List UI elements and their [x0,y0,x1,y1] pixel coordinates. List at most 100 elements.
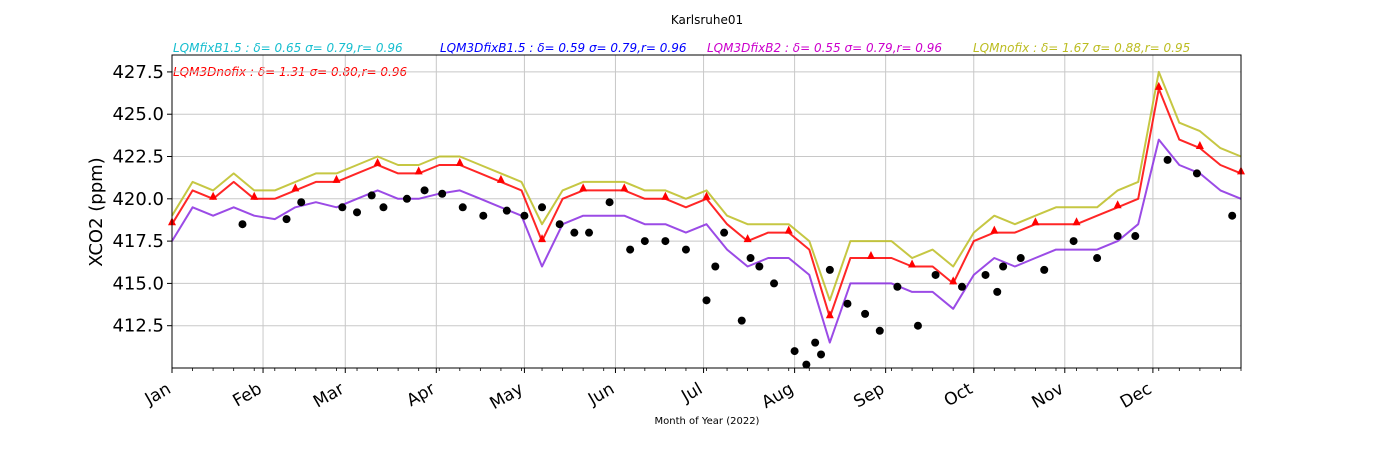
x-tick-label: Aug [758,379,797,413]
y-tick-label: 422.5 [112,147,164,168]
series-marker [1154,81,1163,90]
observation-point [1093,254,1102,263]
observation-point [790,347,799,356]
observation-point [720,228,729,237]
series-marker [209,191,218,200]
y-tick-label: 412.5 [112,316,164,337]
observation-point [402,194,411,203]
observation-point [538,203,547,212]
x-tick-label: Jun [584,379,618,410]
series-marker [784,225,793,234]
legend: LQMfixB1.5 : δ= 0.65 σ= 0.79,r= 0.96 LQM3… [173,41,1190,79]
series-marker [1113,200,1122,209]
observation-point [843,299,852,308]
observation-point [338,203,347,212]
observation-point [1016,254,1025,263]
observation-point [737,316,746,325]
observation-point [999,262,1008,271]
observation-point [931,270,940,279]
series-marker [291,183,300,192]
observation-point [1113,232,1122,241]
observation-point [825,265,834,274]
observation-point [661,237,670,246]
observation-point [297,198,306,207]
x-axis: Jan Feb Mar Apr May Jun Jul Aug Sep Oct Nov Dec [141,368,1242,414]
series-marker [825,310,834,319]
observation-point [555,220,564,229]
observations-layer [238,155,1237,369]
observation-point [1163,155,1172,164]
legend-entry: LQM3DfixB2 : δ= 0.55 σ= 0.79,r= 0.96 [707,41,942,55]
series-marker [496,174,505,183]
observation-point [1040,265,1049,274]
series-marker [414,166,423,175]
series-marker [1195,141,1204,150]
observation-point [520,211,529,220]
observation-point [711,262,720,271]
grid [171,55,1241,368]
observation-point [981,270,990,279]
observation-point [746,254,755,263]
x-tick-label: Nov [1029,379,1068,413]
legend-entry: LQM3DfixB1.5 : δ= 0.59 σ= 0.79,r= 0.96 [440,41,687,55]
x-axis-label: Month of Year (2022) [655,416,760,427]
observation-point [458,203,467,212]
observation-point [702,296,711,305]
y-tick-label: 417.5 [112,231,164,252]
series-marker [908,259,917,268]
observation-point [570,228,579,237]
series-marker [579,183,588,192]
y-tick-label: 427.5 [112,62,164,83]
observation-point [913,321,922,330]
observation-point [1131,232,1140,241]
observation-point [420,186,429,195]
series-marker [620,183,629,192]
observation-point [802,360,811,369]
observation-point [282,215,291,224]
series-line-lqm3dfixb2 [171,138,1242,344]
chart-title: Karlsruhe01 [671,13,743,27]
series-marker [949,276,958,285]
series-marker [332,174,341,183]
series-marker [1031,217,1040,226]
series-marker [661,191,670,200]
y-tick-label: 420.0 [112,189,164,210]
y-axis-label: XCO2 (ppm) [86,157,107,266]
observation-point [817,350,826,359]
x-tick-label: Jul [677,379,706,407]
observation-point [811,338,820,347]
observation-point [875,326,884,335]
y-tick-label: 415.0 [112,273,164,294]
series-marker [743,234,752,243]
observation-point [681,245,690,254]
observation-point [605,198,614,207]
plot-frame [171,54,1242,369]
observation-point [353,208,362,217]
observation-point [861,309,870,318]
observation-point [640,237,649,246]
series-marker [538,234,547,243]
x-tick-label: Sep [850,379,888,412]
observation-point [958,282,967,291]
observation-point [755,262,764,271]
observation-point [1228,211,1237,220]
observation-point [770,279,779,288]
observation-point [626,245,635,254]
observation-point [379,203,388,212]
x-tick-label: Feb [229,379,265,411]
series-marker [990,225,999,234]
series-layer [168,70,1245,344]
x-tick-label: Mar [310,379,348,412]
observation-point [893,282,902,291]
observation-point [1069,237,1078,246]
x-tick-label: May [486,379,526,414]
series-marker [1072,217,1081,226]
series-marker [373,157,382,166]
observation-point [479,211,488,220]
y-axis: 412.5 415.0 417.5 420.0 422.5 425.0 427.5 [112,62,172,337]
legend-entry: LQMnofix : δ= 1.67 σ= 0.88,r= 0.95 [973,41,1190,55]
x-tick-label: Dec [1117,379,1155,413]
observation-point [367,191,376,200]
series-marker [250,191,259,200]
